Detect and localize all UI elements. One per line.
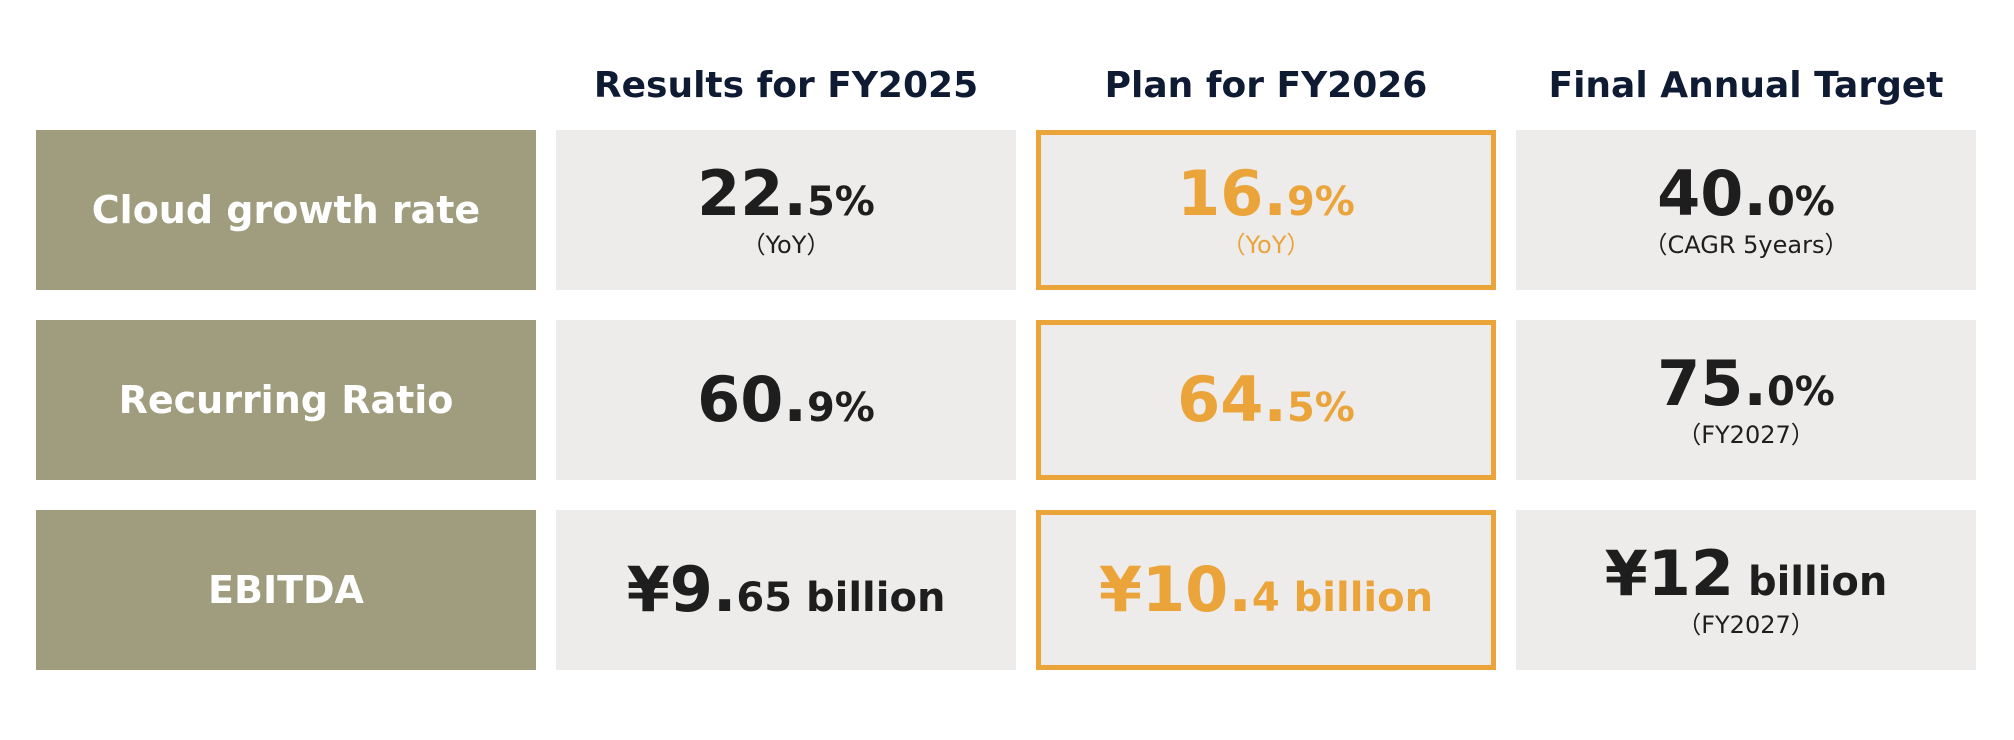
cell-recurring-ratio-results: 60.9% (556, 320, 1016, 480)
metric-value: 40.0% (1657, 163, 1835, 225)
cell-cloud-growth-results: 22.5% （YoY） (556, 130, 1016, 290)
column-header-results-fy2025: Results for FY2025 (593, 64, 979, 106)
value-integer: ¥12 (1604, 537, 1735, 610)
metric-value: 64.5% (1177, 369, 1355, 431)
value-integer: 64. (1177, 363, 1287, 436)
value-integer: 60. (697, 363, 807, 436)
row-label-cloud-growth-rate: Cloud growth rate (36, 130, 536, 290)
value-note: （FY2027） (1677, 611, 1815, 639)
value-integer: 40. (1657, 157, 1767, 230)
cell-recurring-ratio-plan: 64.5% (1036, 320, 1496, 480)
column-header-final-target: Final Annual Target (1548, 64, 1944, 106)
metric-value: ¥12 billion (1605, 543, 1888, 605)
row-label-ebitda: EBITDA (36, 510, 536, 670)
metric-value: ¥10.4 billion (1099, 559, 1433, 621)
column-header-plan-fy2026: Plan for FY2026 (1104, 64, 1428, 106)
value-decimal: billion (1734, 559, 1888, 605)
value-integer: 22. (697, 157, 807, 230)
value-note: （YoY） (1221, 231, 1311, 259)
value-note: （FY2027） (1677, 421, 1815, 449)
cell-cloud-growth-plan: 16.9% （YoY） (1036, 130, 1496, 290)
row-label-recurring-ratio: Recurring Ratio (36, 320, 536, 480)
value-integer: ¥10. (1098, 553, 1252, 626)
value-decimal: 4 billion (1251, 575, 1434, 621)
metric-value: 75.0% (1657, 353, 1835, 415)
value-note: （YoY） (741, 231, 831, 259)
cell-recurring-ratio-target: 75.0% （FY2027） (1516, 320, 1976, 480)
value-note: （CAGR 5years） (1643, 231, 1849, 259)
value-decimal: 0% (1766, 369, 1835, 415)
metric-value: ¥9.65 billion (627, 559, 946, 621)
value-decimal: 5% (1286, 385, 1355, 431)
metric-value: 60.9% (697, 369, 875, 431)
cell-ebitda-results: ¥9.65 billion (556, 510, 1016, 670)
value-integer: ¥9. (626, 553, 737, 626)
value-decimal: 9% (1286, 179, 1355, 225)
value-decimal: 5% (806, 179, 875, 225)
value-decimal: 9% (806, 385, 875, 431)
value-decimal: 65 billion (736, 575, 946, 621)
metric-value: 22.5% (697, 163, 875, 225)
cell-ebitda-target: ¥12 billion （FY2027） (1516, 510, 1976, 670)
value-decimal: 0% (1766, 179, 1835, 225)
value-integer: 16. (1177, 157, 1287, 230)
value-integer: 75. (1657, 347, 1767, 420)
cell-ebitda-plan: ¥10.4 billion (1036, 510, 1496, 670)
cell-cloud-growth-target: 40.0% （CAGR 5years） (1516, 130, 1976, 290)
metric-value: 16.9% (1177, 163, 1355, 225)
